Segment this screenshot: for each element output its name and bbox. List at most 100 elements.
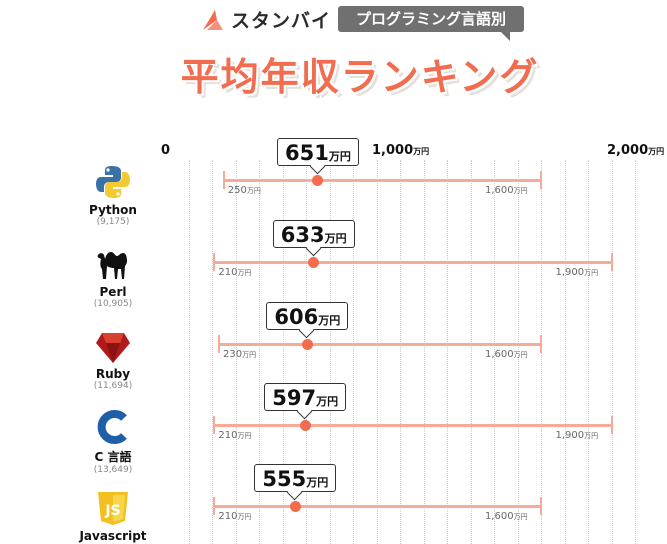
x-tick-value: 0 [161, 143, 171, 158]
x-tick-unit: 万円 [413, 147, 430, 156]
salary-range-bar [214, 261, 612, 264]
grid-line [470, 160, 472, 544]
c-letter-icon [94, 408, 132, 446]
grid-line [376, 160, 378, 544]
range-min-cap [213, 253, 216, 271]
python-logo-icon [94, 163, 132, 201]
language-name: Javascript [79, 529, 147, 543]
js-shield-icon: JS [94, 489, 132, 527]
grid-line [212, 160, 213, 544]
unit: 万円 [306, 476, 329, 489]
salary-range-bar [214, 505, 541, 508]
sample-count: (10,905) [93, 299, 133, 309]
range-max-cap [540, 171, 542, 189]
average-point [312, 174, 324, 186]
grid-line [400, 160, 401, 544]
svg-text:JS: JS [104, 503, 120, 519]
grid-line [494, 160, 495, 544]
average-value: 633 [280, 223, 325, 247]
unit: 万円 [328, 150, 351, 163]
grid-line [611, 160, 613, 544]
range-min-label: 210万円 [218, 511, 251, 522]
average-value: 651 [284, 141, 329, 165]
unit: 万円 [513, 351, 528, 359]
unit: 万円 [242, 351, 257, 359]
language-label: Ruby (11,694) [70, 327, 156, 391]
range-max-label: 1,900万円 [556, 430, 599, 441]
average-callout: 633万円 [272, 220, 355, 248]
range-max-label-value: 1,600 [485, 511, 514, 522]
range-max-cap [540, 497, 542, 515]
x-tick-value: 1,000 [372, 143, 414, 158]
average-value: 606 [274, 305, 319, 329]
sample-count: (13,649) [93, 465, 133, 475]
x-tick-label: 1,000万円 [372, 143, 429, 158]
sample-count: (9,175) [96, 217, 130, 227]
range-max-label: 1,900万円 [556, 267, 599, 278]
sample-count: (11,694) [93, 381, 133, 391]
range-min-label: 210万円 [218, 267, 251, 278]
language-label: JS Javascript [70, 489, 156, 543]
range-max-label: 1,600万円 [485, 349, 528, 360]
average-value: 597 [272, 386, 317, 410]
unit: 万円 [237, 432, 252, 440]
range-max-label: 1,600万円 [485, 185, 528, 196]
salary-range-bar [219, 343, 541, 346]
range-min-label: 250万円 [228, 185, 261, 196]
page-title: 平均年収ランキング [180, 55, 540, 99]
language-label: Python (9,175) [70, 163, 156, 227]
grid-line [259, 160, 260, 544]
grid-line [635, 160, 636, 544]
range-min-label-value: 210 [218, 430, 238, 441]
x-tick-label: 2,000万円 [607, 143, 664, 158]
unit: 万円 [324, 232, 347, 245]
average-callout: 651万円 [276, 138, 359, 166]
brand-logo-icon [203, 9, 223, 30]
range-max-cap [610, 416, 613, 434]
grid-line [447, 160, 448, 544]
range-min-label: 210万円 [218, 430, 251, 441]
range-max-label-value: 1,900 [555, 430, 585, 441]
language-name: Ruby [95, 367, 131, 381]
unit: 万円 [237, 269, 252, 277]
x-tick-value: 2,000 [607, 143, 649, 158]
x-tick-label: 0 [161, 143, 170, 158]
average-callout: 597万円 [264, 383, 347, 411]
range-max-label: 1,600万円 [485, 511, 528, 522]
range-min-label: 230万円 [223, 349, 256, 360]
unit: 万円 [246, 187, 261, 195]
grid-line [282, 160, 284, 544]
range-max-label-value: 1,600 [485, 349, 514, 360]
range-min-cap [213, 416, 216, 434]
range-min-cap [213, 497, 216, 515]
grid-line [306, 160, 307, 544]
unit: 万円 [584, 432, 599, 440]
grid-line [235, 160, 237, 544]
average-point [299, 419, 311, 431]
average-point [289, 500, 301, 512]
grid-line [329, 160, 331, 544]
unit: 万円 [513, 187, 528, 195]
range-min-label-value: 210 [218, 511, 238, 522]
unit: 万円 [513, 513, 528, 521]
average-value: 555 [262, 467, 307, 491]
average-point [308, 256, 320, 268]
average-callout: 606万円 [266, 302, 349, 330]
grid-line [564, 160, 566, 544]
brand-name: スタンバイ [231, 10, 332, 32]
unit: 万円 [318, 314, 341, 327]
language-label: C 言語 (13,649) [70, 408, 156, 475]
average-callout: 555万円 [254, 464, 337, 492]
range-max-label-value: 1,600 [485, 185, 514, 196]
range-max-label-value: 1,900 [555, 267, 585, 278]
category-tag: プログラミング言語別 [338, 6, 524, 41]
range-min-label-value: 250 [227, 185, 247, 196]
unit: 万円 [316, 395, 339, 408]
salary-range-bar [223, 179, 541, 182]
range-max-cap [540, 335, 542, 353]
x-tick-unit: 万円 [648, 147, 665, 156]
grid-line [517, 160, 519, 544]
unit: 万円 [237, 513, 252, 521]
language-label: Perl (10,905) [70, 245, 156, 309]
